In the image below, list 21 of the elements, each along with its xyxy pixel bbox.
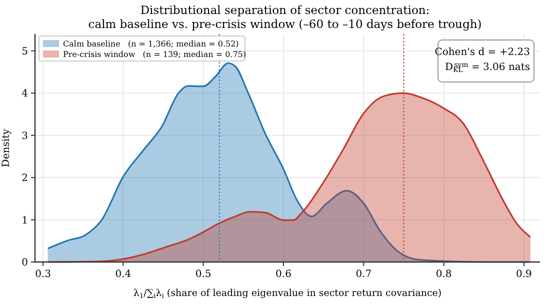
legend-label: Pre-crisis window (n = 139; median = 0.75) [63, 50, 246, 59]
x-tick-label: 0.8 [436, 269, 452, 280]
chart-subtitle: calm baseline vs. pre-crisis window (–60 to –10 days before trough) [88, 17, 482, 31]
x-tick-label: 0.3 [35, 269, 51, 280]
y-tick-label: 5 [22, 46, 28, 58]
y-tick-label: 4 [22, 88, 28, 100]
annotation: Cohen's d = +2.23 [434, 47, 530, 58]
y-tick-label: 2 [22, 173, 28, 184]
x-tick-label: 0.9 [516, 269, 532, 280]
x-tick-label: 0.6 [276, 269, 292, 280]
annotation: D$_{KL}$$^{sym}$ = 3.06 nats [444, 61, 530, 74]
chart-title: Distributional separation of sector concentration: [140, 3, 430, 17]
x-tick-label: 0.4 [115, 269, 132, 280]
y-axis-title: Density [1, 128, 12, 168]
y-tick-label: 1 [22, 215, 28, 226]
x-tick-label: 0.7 [356, 269, 372, 280]
y-tick-label: 3 [22, 130, 28, 142]
x-axis-title: λ$_{1}$/∑$_{i}$λ$_{i}$ (share of leading eigenvalue in sector return covariance) [133, 288, 442, 300]
x-tick-label: 0.5 [195, 269, 212, 280]
y-tick-label: 0 [22, 258, 28, 268]
legend-label: Calm baseline (n = 1,366; median = 0.52) [63, 40, 239, 48]
